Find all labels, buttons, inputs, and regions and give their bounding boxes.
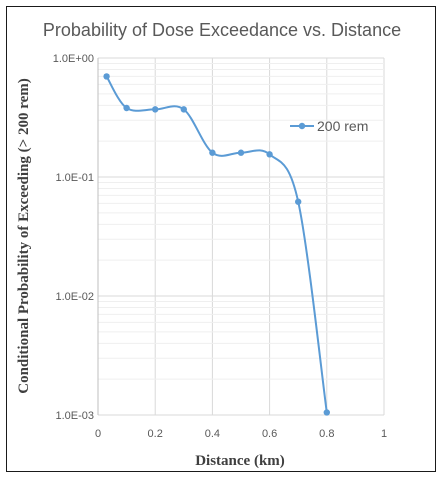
y-tick-label: 1.0E-02 [55,291,94,303]
y-tick-label: 1.0E-03 [55,410,94,422]
x-tick-label: 0.4 [205,428,220,440]
x-axis-title: Distance (km) [195,453,285,469]
legend-label: 200 rem [317,118,368,134]
data-point [266,151,273,158]
series-line [105,75,328,413]
data-point [209,149,216,156]
grid [98,57,385,416]
data-point [123,104,130,112]
data-point [295,198,302,205]
data-point [152,106,159,113]
y-axis-title: Conditional Probability of Exceeding (> … [16,78,32,394]
x-tick-label: 1 [381,428,387,440]
series-group [103,73,330,416]
x-tick-label: 0.8 [319,428,334,440]
x-tick-label: 0 [95,428,101,440]
data-point [180,106,187,113]
legend-marker [298,122,306,130]
data-point [237,149,245,156]
axes: 0 0.2 0.4 0.6 0.8 1 1.0E+00 1.0E-01 1.0E-02 1.0E-… [53,53,387,440]
x-tick-label: 0.2 [148,428,163,440]
y-tick-label: 1.0E-01 [55,172,94,184]
x-tick-label: 0.6 [262,428,277,440]
data-point [323,409,330,416]
y-tick-label: 1.0E+00 [53,53,94,65]
data-point [103,73,110,80]
chart-title: Probability of Dose Exceedance vs. Dista… [43,20,401,40]
legend: 200 rem [290,118,368,134]
